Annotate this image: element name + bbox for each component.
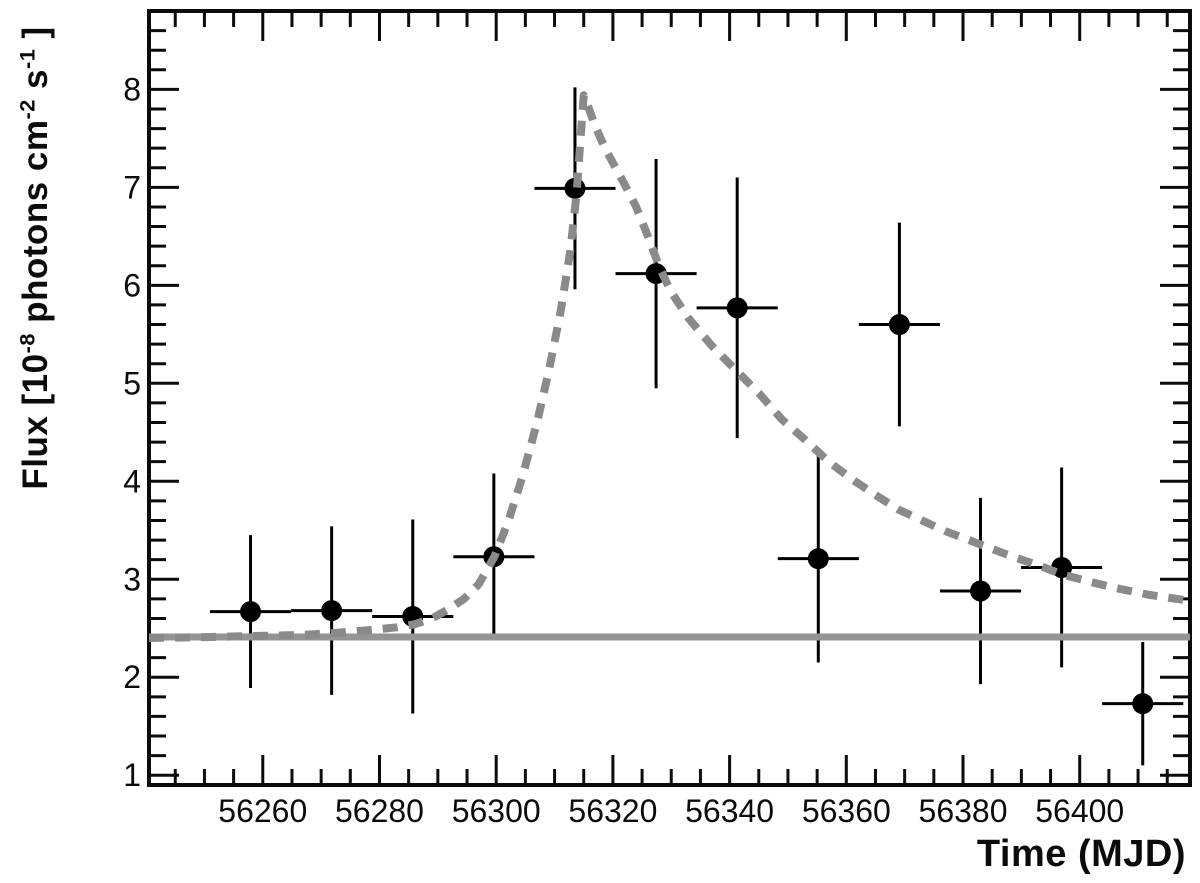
axis-tick-labels: 56260 56280 56300 56320 56340 56360 56380 56400… (123, 71, 1124, 829)
y-axis-title: Flux [10-8 photons cm-2 s-1 ] (14, 26, 56, 490)
data-point-marker (240, 601, 262, 623)
data-point (858, 222, 940, 427)
data-point (696, 177, 778, 439)
x-tick-label: 56300 (452, 793, 541, 829)
data-point-marker (807, 548, 829, 570)
y-tick-label: 8 (123, 71, 141, 107)
y-axis-title-superscript: -1 (14, 48, 40, 70)
model-overlays (148, 91, 1191, 642)
axes (147, 9, 1192, 787)
y-tick-label: 1 (123, 757, 141, 793)
x-tick-label: 56260 (218, 793, 307, 829)
y-axis-title-text: photons cm (16, 119, 55, 334)
data-point (939, 497, 1022, 685)
fit-curve (148, 91, 1191, 642)
data-point (1102, 641, 1184, 766)
data-point (209, 535, 292, 689)
data-point (291, 526, 373, 695)
data-series (209, 87, 1184, 766)
y-tick-label: 7 (123, 169, 141, 205)
y-tick-label: 6 (123, 267, 141, 303)
data-point-marker (970, 580, 992, 602)
data-point (777, 454, 859, 663)
y-tick-label: 5 (123, 365, 141, 401)
data-point-marker (888, 314, 910, 336)
x-axis-title: Time (MJD) (976, 833, 1186, 875)
y-axis-title-superscript: -2 (14, 99, 40, 120)
y-axis-title-text: ] (16, 26, 55, 49)
x-tick-label: 56340 (685, 793, 774, 829)
plot-frame (147, 9, 1192, 787)
y-tick-label: 3 (123, 561, 141, 597)
y-axis-title-text: Flux [10 (16, 353, 55, 490)
x-tick-label: 56360 (802, 793, 891, 829)
data-point-marker (1132, 693, 1154, 715)
y-axis-title-text: s (16, 69, 55, 100)
x-tick-label: 56380 (919, 793, 1008, 829)
y-tick-label: 2 (123, 659, 141, 695)
y-tick-label: 4 (123, 463, 141, 499)
data-point (615, 158, 697, 389)
x-tick-label: 56280 (335, 793, 424, 829)
data-point (534, 87, 616, 290)
data-point-marker (1051, 556, 1073, 578)
x-tick-label: 56320 (568, 793, 657, 829)
y-axis-title-superscript: -8 (14, 333, 40, 354)
data-point-marker (321, 600, 343, 622)
x-tick-label: 56400 (1035, 793, 1124, 829)
data-point-marker (726, 297, 748, 319)
